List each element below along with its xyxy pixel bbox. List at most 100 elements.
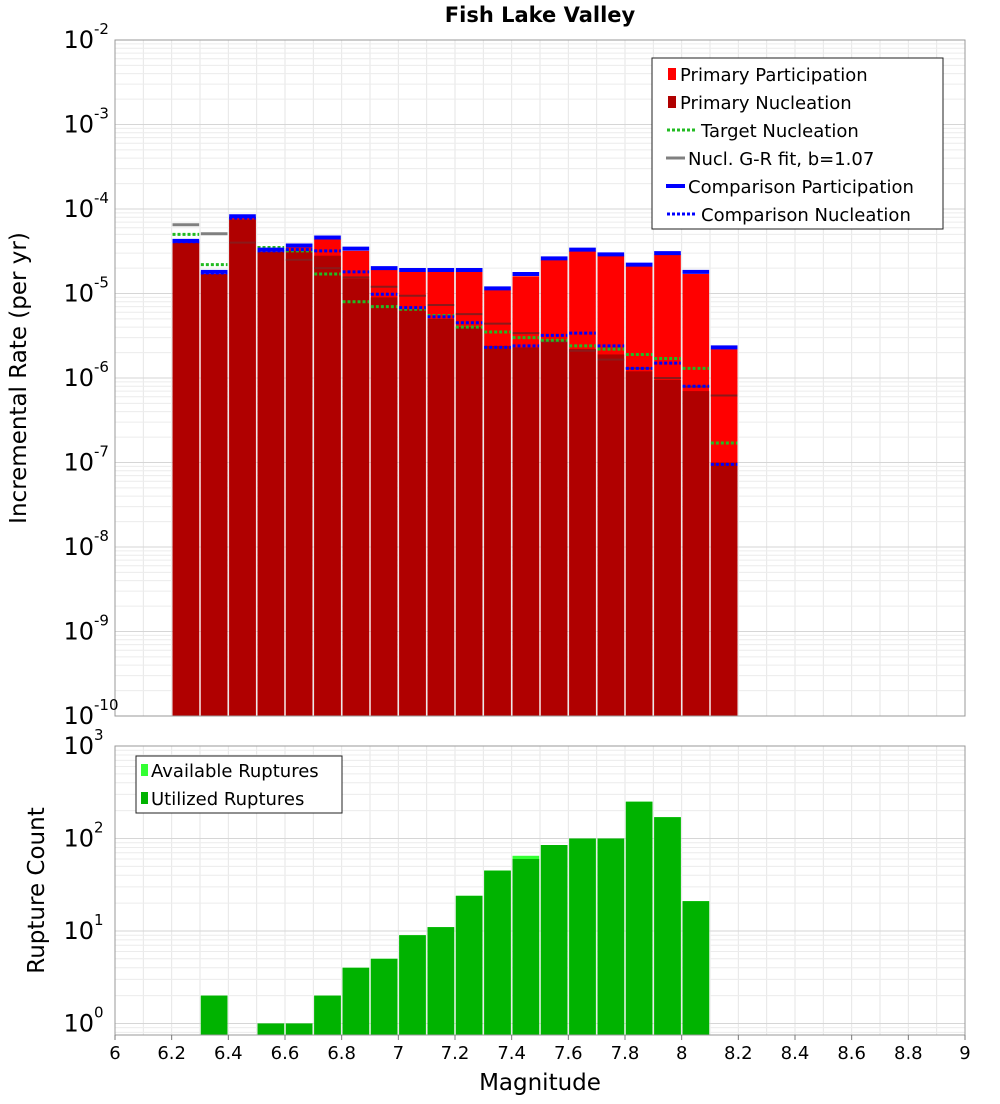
x-tick-label: 9 [959,1043,970,1064]
utilized-ruptures-bar [455,895,483,1035]
legend-swatch [668,96,676,108]
utilized-ruptures-bar [427,927,455,1035]
y-tick-label: 10 -7 [63,443,109,477]
svg-text:-3: -3 [94,105,109,123]
legend-label: Nucl. G-R fit, b=1.07 [688,149,874,170]
legend-item: Primary Nucleation [668,93,852,114]
legend-swatch [141,764,148,776]
nucleation-bar [370,297,398,716]
svg-text:10: 10 [63,111,94,139]
x-tick-label: 7 [393,1043,404,1064]
x-tick-label: 8.6 [837,1043,866,1064]
y-tick-label: 10 -6 [63,358,109,392]
nucleation-bar [597,354,625,716]
utilized-ruptures-bar [484,870,511,1035]
legend-item: Nucl. G-R fit, b=1.07 [666,149,874,170]
y-tick-label: 10 -2 [63,20,109,54]
y-tick-label: 10 -10 [63,696,118,730]
nucleation-bar [427,318,455,716]
svg-text:-7: -7 [94,443,109,461]
x-tick-label: 6.8 [327,1043,356,1064]
y-tick-label: 10 -5 [63,274,109,308]
svg-text:-9: -9 [94,612,109,630]
x-tick-label: 8 [676,1043,687,1064]
svg-text:10: 10 [63,195,94,223]
legend-label: Primary Nucleation [680,93,852,114]
x-tick-label: 8.2 [724,1043,753,1064]
rate-marks [172,214,738,717]
svg-text:-10: -10 [94,696,119,714]
svg-text:10: 10 [63,824,94,852]
x-tick-label: 7.8 [611,1043,640,1064]
svg-text:10: 10 [63,917,94,945]
svg-text:10: 10 [63,280,94,308]
utilized-ruptures-bar [399,935,426,1035]
chart-title: Fish Lake Valley [445,3,636,27]
svg-text:-6: -6 [94,358,109,376]
x-tick-label: 8.8 [894,1043,923,1064]
nucleation-bar [314,255,341,716]
nucleation-bar [399,309,426,716]
nucleation-bar [285,250,313,716]
legend-box [651,57,944,230]
svg-text:10: 10 [63,618,94,646]
x-tick-label: 7.6 [554,1043,583,1064]
utilized-ruptures-bar [569,838,596,1035]
nucleation-bar [540,340,568,716]
y-tick-label: 10 -9 [63,612,109,646]
legend-label: Comparison Nucleation [701,205,911,226]
utilized-ruptures-bar [370,958,398,1035]
svg-text:2: 2 [94,818,104,836]
y-tick-label: 10 3 [63,726,103,760]
utilized-ruptures-bar [314,995,341,1035]
svg-text:10: 10 [63,702,94,730]
nucleation-bar [342,278,370,716]
legend-label: Target Nucleation [700,121,859,142]
legend-label: Utilized Ruptures [151,789,304,810]
svg-text:-4: -4 [94,189,109,207]
utilized-ruptures-bar [625,801,653,1035]
nucleation-bar [710,462,738,716]
count-marks [200,801,710,1035]
magnitude-x-ticks: 6 6.2 6.4 6.6 6.8 7 7.2 7.4 7.6 7.8 8 8.2 8.4 8.6 8.8 9 [109,1035,971,1064]
legend-item: Primary Participation [668,65,868,86]
legend-item: Target Nucleation [667,121,859,142]
nucleation-bar [229,219,256,717]
utilized-ruptures-bar [257,1023,285,1035]
x-tick-label: 7.2 [441,1043,470,1064]
svg-text:10: 10 [63,533,94,561]
y-tick-label: 10 0 [63,1003,103,1037]
y-tick-label: 10 2 [63,818,103,852]
legend-item: Comparison Nucleation [667,205,911,226]
y-tick-label: 10 -8 [63,527,109,561]
svg-text:3: 3 [94,726,104,744]
utilized-ruptures-bar [597,838,625,1035]
svg-text:10: 10 [63,26,94,54]
x-tick-label: 6.6 [271,1043,300,1064]
legend-label: Comparison Participation [688,177,914,198]
nucleation-bar [512,347,540,716]
y-tick-label: 10 -4 [63,189,109,223]
nucleation-bar [682,391,710,716]
nucleation-bar [257,251,285,717]
legend-swatch [668,68,676,80]
svg-text:10: 10 [63,1009,94,1037]
nucleation-bar [172,242,200,717]
legend-item: Available Ruptures [141,761,319,782]
utilized-ruptures-bar [654,817,681,1035]
nucleation-bar [625,371,653,716]
svg-text:-2: -2 [94,20,109,38]
svg-text:-5: -5 [94,274,109,292]
legend-label: Primary Participation [680,65,868,86]
utilized-ruptures-bar [342,967,370,1035]
legend-label: Available Ruptures [151,761,319,782]
y-tick-label: 10 1 [63,911,103,945]
svg-text:1: 1 [94,911,104,929]
nucleation-bar [484,345,511,716]
